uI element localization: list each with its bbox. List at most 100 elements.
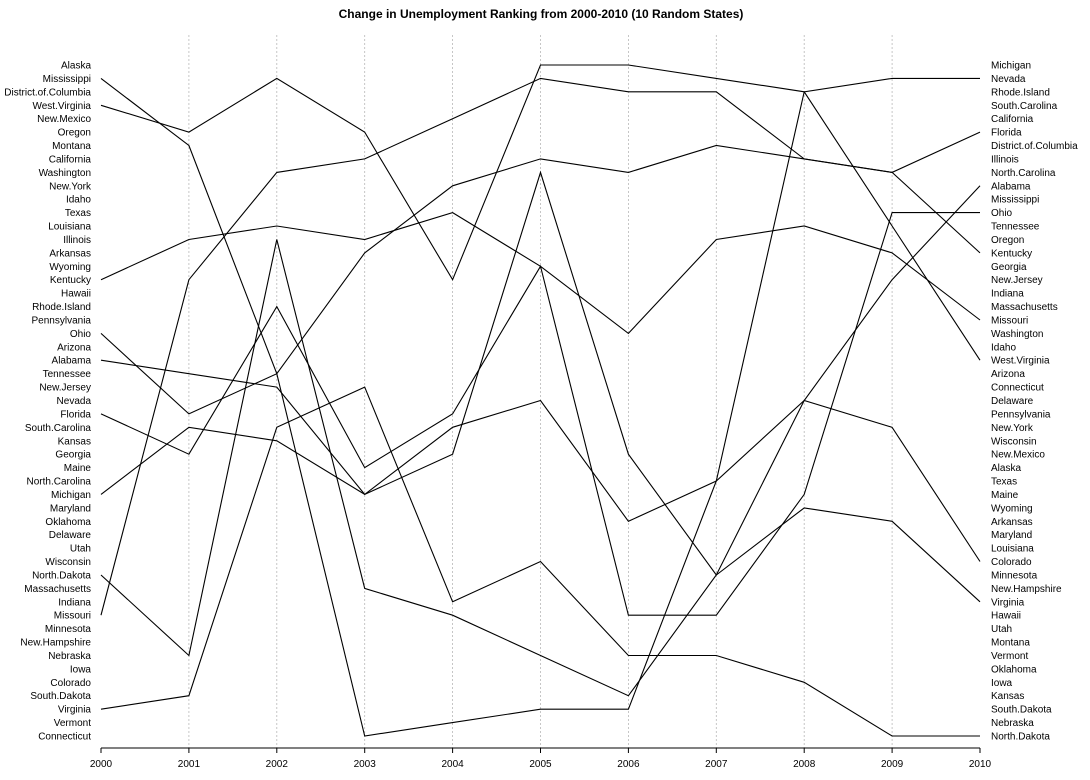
left-rank-label: Delaware: [49, 530, 92, 541]
left-rank-label: Rhode.Island: [32, 302, 91, 313]
right-rank-label: Vermont: [991, 651, 1028, 662]
right-rank-label: Indiana: [991, 289, 1024, 300]
left-rank-label: Massachusetts: [24, 584, 91, 595]
left-rank-label: Virginia: [58, 705, 92, 716]
left-rank-label: Alaska: [61, 61, 91, 72]
left-rank-label: Pennsylvania: [32, 315, 92, 326]
left-rank-label: New.York: [49, 181, 92, 192]
series-line-10: [100, 212, 980, 616]
left-rank-label: Mississippi: [43, 74, 91, 85]
left-rank-label: North.Dakota: [32, 570, 91, 581]
left-rank-label: Illinois: [63, 235, 91, 246]
right-rank-label: New.Hampshire: [991, 584, 1062, 595]
left-rank-label: Missouri: [54, 611, 91, 622]
left-rank-label: New.Mexico: [37, 114, 91, 125]
left-rank-label: West.Virginia: [32, 101, 91, 112]
left-rank-label: Hawaii: [61, 289, 91, 300]
right-rank-label: Georgia: [991, 262, 1027, 273]
left-rank-label: Oregon: [58, 128, 91, 139]
series-line-5: [100, 359, 981, 562]
left-rank-label: Georgia: [55, 450, 91, 461]
series-line-6: [100, 170, 981, 603]
right-rank-label: Virginia: [991, 597, 1025, 608]
left-rank-label: Michigan: [51, 490, 91, 501]
right-rank-label: South.Dakota: [991, 705, 1052, 716]
right-rank-label: Hawaii: [991, 611, 1021, 622]
right-rank-label: Connecticut: [991, 383, 1044, 394]
left-rank-label: Tennessee: [43, 369, 92, 380]
right-rank-label: Massachusetts: [991, 302, 1058, 313]
right-rank-label: Alaska: [991, 463, 1021, 474]
left-rank-label: California: [49, 154, 92, 165]
left-rank-label: Wyoming: [49, 262, 91, 273]
right-rank-label: Alabama: [991, 181, 1031, 192]
left-rank-label: Minnesota: [45, 624, 92, 635]
right-rank-label: New.Jersey: [991, 275, 1043, 286]
right-rank-label: Missouri: [991, 315, 1028, 326]
left-rank-label: Texas: [65, 208, 91, 219]
series-lines: [100, 64, 981, 737]
right-rank-label: Maine: [991, 490, 1019, 501]
right-rank-label: Utah: [991, 624, 1012, 635]
right-rank-label: Iowa: [991, 678, 1013, 689]
x-tick-label: 2005: [529, 759, 552, 770]
right-rank-label: Kansas: [991, 691, 1024, 702]
right-rank-label: Texas: [991, 477, 1017, 488]
x-tick-labels: 2000 2001 2002 2003 2004 2005 2006 2007 2008 2009…: [90, 759, 992, 770]
right-rank-label: Wyoming: [991, 503, 1033, 514]
left-rank-label: North.Carolina: [27, 477, 92, 488]
right-rank-label: Louisiana: [991, 544, 1034, 555]
left-rank-label: Idaho: [66, 195, 91, 206]
left-rank-label: Arizona: [57, 342, 91, 353]
right-rank-label: California: [991, 114, 1034, 125]
right-rank-label: Delaware: [991, 396, 1034, 407]
right-rank-label: Florida: [991, 128, 1022, 139]
series-line-1: [100, 77, 980, 737]
right-rank-label: Arkansas: [991, 517, 1033, 528]
left-rank-label: South.Dakota: [30, 691, 91, 702]
left-rank-label: Kentucky: [50, 275, 91, 286]
series-line-7: [100, 77, 981, 616]
left-rank-label: Florida: [60, 409, 91, 420]
right-rank-label: Wisconsin: [991, 436, 1037, 447]
left-rank-label: Kansas: [58, 436, 91, 447]
right-rank-label: Washington: [991, 329, 1043, 340]
x-tick-label: 2004: [441, 759, 464, 770]
right-rank-label: Rhode.Island: [991, 87, 1050, 98]
right-rank-label: New.Mexico: [991, 450, 1045, 461]
right-rank-label: District.of.Columbia: [991, 141, 1078, 152]
left-rank-label: Connecticut: [38, 732, 91, 743]
right-rank-label: Michigan: [991, 61, 1031, 72]
left-rank-label: Iowa: [70, 664, 92, 675]
right-rank-label: New.York: [991, 423, 1034, 434]
right-rank-label: Nevada: [991, 74, 1026, 85]
left-rank-label: Maryland: [50, 503, 91, 514]
right-rank-label: North.Dakota: [991, 732, 1050, 743]
x-tick-label: 2002: [266, 759, 289, 770]
right-rank-label: Arizona: [991, 369, 1025, 380]
x-tick-label: 2010: [969, 759, 992, 770]
left-rank-label: Washington: [39, 168, 91, 179]
left-rank-label: Louisiana: [48, 222, 91, 233]
series-line-8: [100, 185, 981, 697]
right-rank-label: Oregon: [991, 235, 1024, 246]
right-rank-label: Minnesota: [991, 570, 1038, 581]
right-rank-label: Montana: [991, 638, 1030, 649]
left-rank-label: Indiana: [58, 597, 91, 608]
right-rank-label: Illinois: [991, 154, 1019, 165]
right-rank-label: South.Carolina: [991, 101, 1058, 112]
left-rank-label: Maine: [64, 463, 92, 474]
right-rank-label: West.Virginia: [991, 356, 1050, 367]
right-rank-label: Colorado: [991, 557, 1032, 568]
series-line-9: [100, 386, 980, 737]
gridlines: [188, 35, 893, 748]
left-rank-label: Utah: [70, 544, 91, 555]
right-rank-label: Ohio: [991, 208, 1013, 219]
x-tick-label: 2008: [793, 759, 816, 770]
right-rank-label: Kentucky: [991, 248, 1032, 259]
left-rank-label: New.Jersey: [39, 383, 91, 394]
right-rank-label: Mississippi: [991, 195, 1039, 206]
right-rank-label: Pennsylvania: [991, 409, 1051, 420]
right-rank-label: Oklahoma: [991, 664, 1037, 675]
